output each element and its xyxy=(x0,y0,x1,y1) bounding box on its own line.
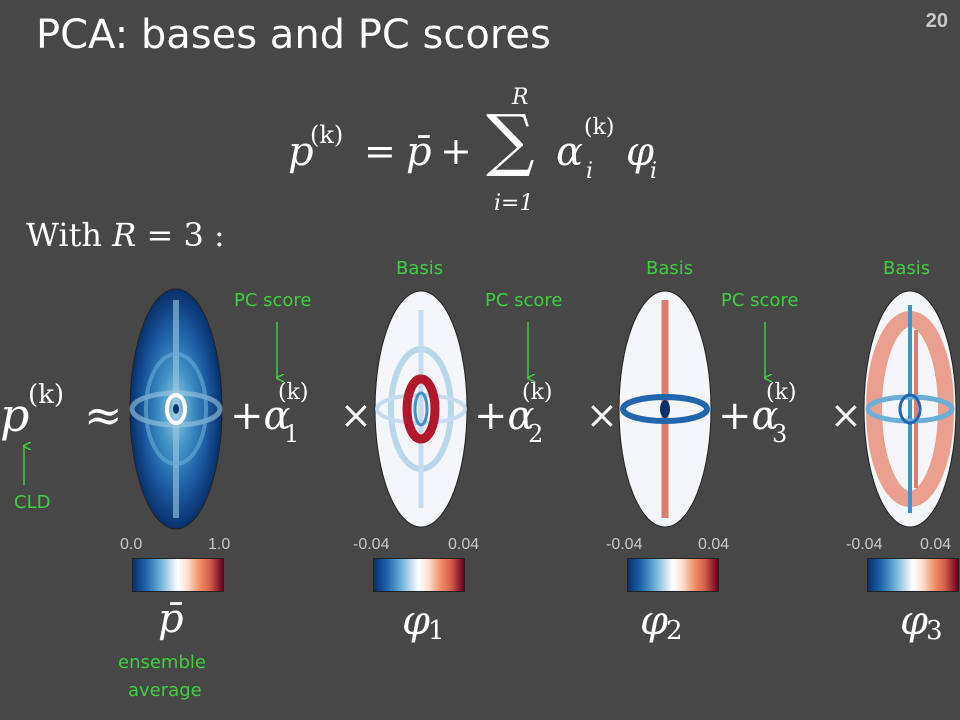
colorbar-1-sub: 1 xyxy=(428,616,445,646)
eq-alpha-sub: i xyxy=(586,159,594,184)
colorbar-2-sub: 2 xyxy=(666,616,683,646)
exp-term-2-sub: 2 xyxy=(528,420,544,448)
eq-plus: + xyxy=(440,129,472,173)
exp-term-3-sup: (k) xyxy=(766,380,797,405)
with-r-value: = 3 : xyxy=(146,216,225,254)
exp-term-2-sup: (k) xyxy=(522,380,553,405)
eq-alpha: α xyxy=(556,129,584,175)
eq-lhs-sup: (k) xyxy=(310,121,344,149)
exp-approx: ≈ xyxy=(84,388,123,442)
exp-term-3-sub: 3 xyxy=(772,420,788,448)
colorbar-2-max: 0.04 xyxy=(698,536,730,553)
basis-label-2: Basis xyxy=(646,258,694,279)
basis-label-1: Basis xyxy=(396,258,444,279)
exp-term-1-times: × xyxy=(340,393,372,437)
colorbar-0-max: 1.0 xyxy=(208,536,231,553)
colorbar-3-sub: 3 xyxy=(926,616,943,646)
colorbar-2-min: -0.04 xyxy=(606,536,643,553)
colorbar-0-min: 0.0 xyxy=(120,536,143,553)
exp-lhs: p xyxy=(0,388,30,442)
with-word: With xyxy=(26,216,103,254)
exp-term-2-times: × xyxy=(586,393,618,437)
colorbar-3-max: 0.04 xyxy=(920,536,952,553)
pc-score-label-2: PC score xyxy=(485,290,563,311)
eq-phi-sub: i xyxy=(650,159,658,184)
eq-equals: = xyxy=(364,129,396,173)
eq-phi: φ xyxy=(626,129,655,175)
colorbar-0-symbol: p̄ xyxy=(158,596,184,642)
pc-score-label-3: PC score xyxy=(721,290,799,311)
exp-term-1-sup: (k) xyxy=(278,380,309,405)
with-r-symbol: R xyxy=(112,216,137,254)
exp-term-3-times: × xyxy=(830,393,862,437)
colorbar-2-symbol: φ xyxy=(640,598,669,644)
eq-pbar: p̄ xyxy=(406,129,432,175)
colorbar-3-symbol: φ xyxy=(900,598,929,644)
colorbar-3-min: -0.04 xyxy=(846,536,883,553)
eq-sum-lower: i=1 xyxy=(494,191,534,216)
colorbar-2 xyxy=(627,558,719,592)
eq-sum-symbol: ∑ xyxy=(486,101,535,180)
colorbar-3 xyxy=(867,558,959,592)
eq-lhs: p xyxy=(288,129,314,175)
eq-sum-upper: R xyxy=(512,85,529,110)
basis-1-image xyxy=(374,290,468,528)
cld-label: CLD xyxy=(14,492,51,513)
ensemble-label-line2: average xyxy=(128,680,202,701)
exp-term-1-alpha: +α xyxy=(230,393,291,439)
colorbar-1-symbol: φ xyxy=(402,598,431,644)
ensemble-label-line1: ensemble xyxy=(118,652,206,673)
colorbar-1 xyxy=(373,558,465,592)
exp-term-1-sub: 1 xyxy=(284,420,300,448)
exp-lhs-sup: (k) xyxy=(28,380,65,410)
eq-alpha-sup: (k) xyxy=(584,115,615,140)
mean-field-image xyxy=(129,288,223,530)
colorbar-1-min: -0.04 xyxy=(353,536,390,553)
colorbar-1-max: 0.04 xyxy=(448,536,480,553)
colorbar-0 xyxy=(132,558,224,592)
pca-equation: p (k) = p̄ + R ∑ i=1 α (k) i φ i xyxy=(288,85,688,225)
exp-term-3-alpha: +α xyxy=(718,393,779,439)
pc-score-label-1: PC score xyxy=(234,290,312,311)
page-number: 20 xyxy=(925,10,948,32)
basis-label-3: Basis xyxy=(883,258,931,279)
basis-3-image xyxy=(863,290,957,528)
slide-title: PCA: bases and PC scores xyxy=(36,12,551,58)
basis-2-image xyxy=(618,290,712,528)
with-r-line: With R = 3 : xyxy=(26,216,225,254)
exp-term-2-alpha: +α xyxy=(474,393,535,439)
